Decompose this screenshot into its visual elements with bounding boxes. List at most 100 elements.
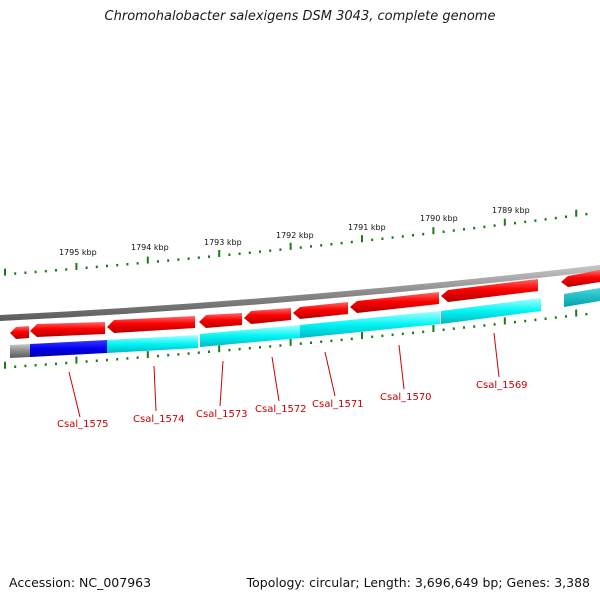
leader-line: [398, 344, 405, 390]
cds-segment-selected[interactable]: [30, 340, 107, 357]
minor-tick: [534, 318, 537, 322]
gene-labels: Csal_1575 Csal_1574 Csal_1573 Csal_1572 …: [57, 332, 528, 430]
minor-tick: [412, 234, 414, 237]
gene-arrow[interactable]: [107, 316, 195, 333]
minor-tick: [167, 259, 170, 262]
gene-label[interactable]: Csal_1575: [57, 419, 109, 430]
gene-arrow[interactable]: [30, 322, 105, 337]
minor-tick: [534, 219, 537, 222]
leader-line: [324, 351, 336, 397]
gene-label[interactable]: Csal_1574: [133, 414, 185, 425]
minor-tick: [554, 216, 557, 220]
minor-tick: [106, 264, 108, 268]
minor-tick: [544, 317, 547, 320]
minor-tick: [320, 340, 323, 343]
major-tick: [4, 268, 6, 276]
minor-tick: [157, 354, 159, 358]
minor-tick: [565, 315, 567, 318]
minor-tick: [14, 365, 17, 368]
minor-tick: [34, 270, 37, 274]
minor-tick: [116, 358, 119, 361]
cds-segment[interactable]: [564, 288, 600, 307]
minor-tick: [544, 218, 547, 221]
minor-tick: [524, 220, 527, 224]
minor-tick: [565, 215, 567, 218]
minor-tick: [310, 341, 312, 344]
leader-line: [68, 371, 81, 418]
cds-segment[interactable]: [107, 335, 198, 353]
minor-tick: [44, 269, 47, 273]
gene-arrow[interactable]: [10, 326, 29, 339]
minor-tick: [197, 351, 200, 354]
cds-segment[interactable]: [441, 298, 541, 324]
scale-ticks-bottom: [4, 309, 588, 369]
minor-tick: [65, 361, 68, 365]
minor-tick: [371, 335, 374, 339]
minor-tick: [259, 346, 261, 349]
minor-tick: [208, 255, 210, 258]
minor-tick: [422, 330, 425, 334]
gene-label[interactable]: Csal_1573: [196, 409, 248, 420]
gene-arrow[interactable]: [244, 308, 291, 324]
minor-tick: [330, 243, 333, 246]
minor-tick: [320, 244, 323, 247]
genome-backbone: [0, 265, 600, 321]
gene-arrow[interactable]: [350, 292, 439, 313]
minor-tick: [493, 323, 496, 326]
gene-arrow[interactable]: [199, 313, 242, 328]
minor-tick: [514, 320, 516, 324]
minor-tick: [24, 271, 27, 274]
minor-tick: [157, 260, 159, 263]
scale-label: 1791 kbp: [348, 223, 386, 232]
minor-tick: [299, 342, 302, 345]
cds-segment[interactable]: [300, 311, 440, 338]
gene-arrow[interactable]: [561, 270, 600, 287]
minor-tick: [238, 252, 241, 255]
gene-label[interactable]: Csal_1572: [255, 404, 307, 415]
gene-label[interactable]: Csal_1571: [312, 399, 364, 410]
gene-label[interactable]: Csal_1569: [476, 380, 528, 391]
minor-tick: [279, 248, 282, 251]
minor-tick: [381, 237, 384, 240]
scale-label: 1794 kbp: [131, 243, 169, 252]
minor-tick: [473, 325, 476, 328]
scale-label: 1792 kbp: [276, 231, 314, 240]
minor-tick: [442, 230, 445, 233]
minor-tick: [228, 348, 231, 352]
minor-tick: [208, 350, 210, 353]
minor-tick: [401, 332, 404, 336]
gene-arrow[interactable]: [441, 279, 538, 302]
minor-tick: [238, 347, 241, 351]
minor-tick: [371, 238, 374, 242]
major-tick: [289, 242, 292, 250]
major-tick: [75, 356, 78, 364]
major-tick: [503, 218, 506, 226]
scale-label: 1790 kbp: [420, 214, 458, 223]
minor-tick: [330, 339, 333, 343]
minor-tick: [350, 337, 353, 341]
major-tick: [75, 262, 78, 270]
minor-tick: [167, 353, 170, 357]
minor-tick: [34, 364, 37, 367]
major-tick: [503, 317, 506, 325]
cds-segment: [10, 344, 30, 358]
minor-tick: [473, 226, 476, 230]
major-tick: [432, 325, 435, 332]
minor-tick: [259, 250, 261, 253]
minor-tick: [55, 362, 57, 366]
minor-tick: [248, 347, 251, 350]
major-tick: [432, 227, 435, 235]
minor-tick: [106, 358, 108, 362]
minor-tick: [401, 235, 404, 238]
cds-segment[interactable]: [200, 325, 300, 347]
minor-tick: [514, 221, 516, 225]
accession-text: Accession: NC_007963: [9, 575, 152, 590]
minor-tick: [95, 359, 98, 362]
gene-arrow[interactable]: [293, 302, 348, 319]
scale-label: 1795 kbp: [59, 248, 97, 257]
scale-label: 1793 kbp: [204, 238, 242, 247]
gene-label[interactable]: Csal_1570: [380, 392, 432, 403]
major-tick: [218, 345, 221, 353]
minor-tick: [310, 245, 312, 248]
